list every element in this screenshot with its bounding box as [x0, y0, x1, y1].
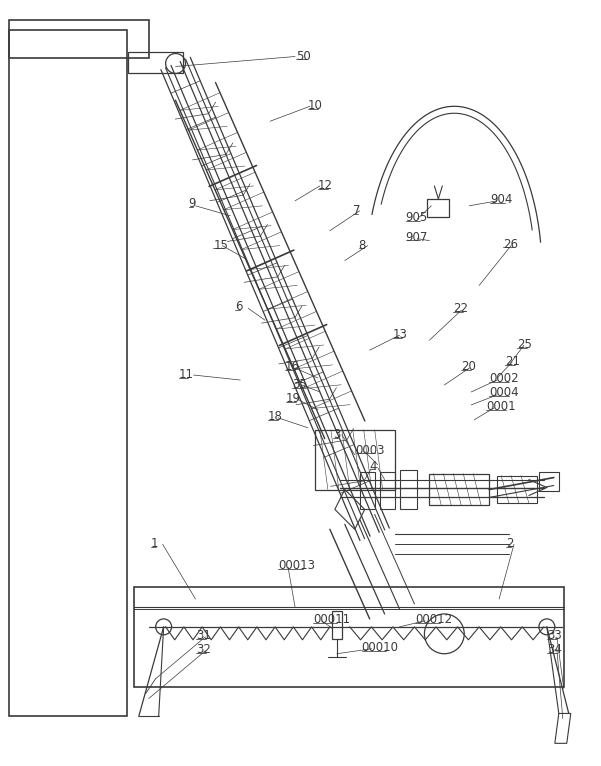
Bar — [497, 476, 537, 503]
Bar — [128, 51, 183, 74]
Text: 7: 7 — [353, 204, 360, 217]
Text: 0002: 0002 — [489, 372, 519, 385]
Bar — [315, 430, 395, 489]
Text: 00010: 00010 — [362, 641, 398, 654]
Bar — [360, 472, 374, 509]
Bar — [539, 472, 559, 492]
Text: 13: 13 — [392, 329, 407, 342]
Text: 50: 50 — [296, 50, 311, 63]
Text: 6: 6 — [236, 300, 243, 313]
Bar — [400, 470, 418, 509]
Text: 18: 18 — [268, 410, 283, 423]
Text: 904: 904 — [490, 193, 513, 206]
Text: 20: 20 — [461, 360, 476, 373]
Text: 10: 10 — [308, 100, 323, 113]
Text: 12: 12 — [318, 179, 333, 192]
Text: 32: 32 — [197, 643, 212, 656]
Text: 907: 907 — [406, 231, 428, 244]
Text: 33: 33 — [547, 629, 561, 642]
Text: 26: 26 — [503, 237, 518, 250]
Text: 9: 9 — [189, 197, 196, 210]
Text: 21: 21 — [505, 355, 520, 368]
Text: 2: 2 — [506, 537, 513, 550]
Text: 8: 8 — [359, 239, 366, 252]
Text: 905: 905 — [406, 211, 428, 224]
Text: 00012: 00012 — [415, 613, 453, 626]
Text: 0001: 0001 — [486, 400, 516, 413]
Text: 00011: 00011 — [313, 613, 350, 626]
Text: 11: 11 — [178, 368, 194, 381]
Text: 3: 3 — [333, 427, 340, 440]
Text: 15: 15 — [213, 239, 228, 252]
Bar — [134, 587, 564, 686]
Text: 25: 25 — [517, 339, 532, 351]
Text: 00013: 00013 — [278, 559, 315, 572]
Text: 35: 35 — [292, 378, 307, 391]
Text: 19: 19 — [286, 392, 301, 405]
Text: 0004: 0004 — [489, 386, 519, 399]
Text: 22: 22 — [453, 303, 468, 316]
Bar — [10, 20, 148, 57]
Bar — [427, 199, 450, 217]
Text: 31: 31 — [197, 629, 212, 642]
Bar — [429, 473, 489, 506]
Bar — [10, 30, 127, 716]
Text: 34: 34 — [547, 643, 562, 656]
Text: 4: 4 — [370, 460, 377, 473]
Text: 1: 1 — [151, 537, 158, 550]
Bar — [332, 611, 342, 639]
Bar — [380, 472, 395, 509]
Text: 16: 16 — [285, 360, 300, 373]
Text: 0003: 0003 — [356, 444, 385, 457]
